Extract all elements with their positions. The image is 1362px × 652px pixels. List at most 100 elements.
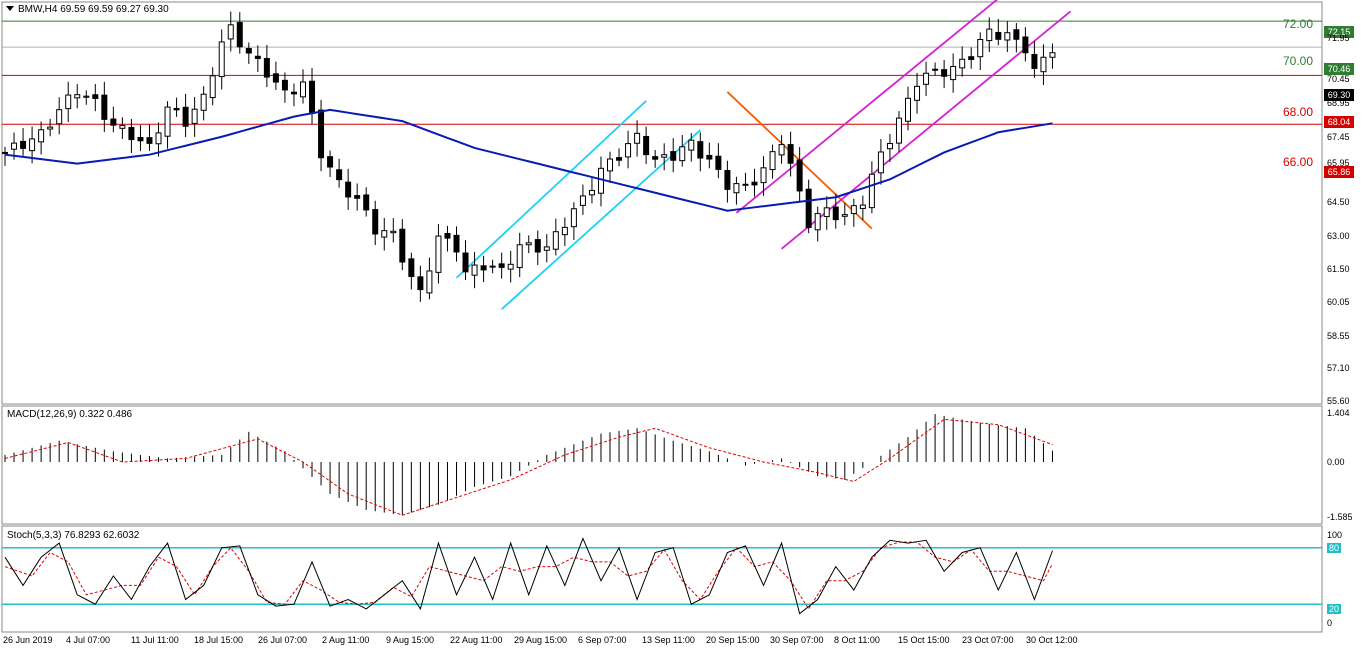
level-label-66: 66.00: [1283, 155, 1314, 169]
candle-body: [634, 132, 641, 144]
candle-body: [399, 228, 406, 263]
price-tag-current: 69.30: [1324, 89, 1354, 101]
candle-body: [570, 208, 577, 228]
candle-body: [137, 137, 144, 142]
candle-body: [218, 41, 225, 78]
candle-body: [932, 68, 939, 71]
x-tick: 18 Jul 15:00: [194, 635, 244, 645]
x-tick: 22 Aug 11:00: [450, 635, 503, 645]
candle-body: [886, 142, 893, 150]
candle-body: [670, 151, 677, 161]
moving-average: [4, 108, 1053, 212]
candle-body: [579, 195, 586, 206]
candle-body: [182, 106, 189, 127]
candle-body: [805, 188, 812, 228]
candle-body: [336, 169, 343, 181]
candle-body: [381, 230, 388, 238]
candle-body: [236, 22, 243, 48]
x-tick: 9 Aug 15:00: [386, 635, 435, 645]
candle-body: [859, 204, 866, 209]
cyan-trendline: [455, 100, 647, 279]
x-tick: 30 Sep 07:00: [770, 635, 824, 645]
candle-body: [588, 189, 595, 196]
candle-body: [543, 246, 550, 251]
candle-body: [480, 265, 487, 271]
stoch-signal-line: [4, 541, 1053, 610]
candle-body: [2, 151, 8, 154]
stochastic-lines: [4, 537, 1053, 615]
candle-body: [489, 265, 496, 268]
candle-body: [101, 94, 108, 120]
candle-body: [435, 235, 442, 273]
candle-body: [914, 85, 921, 101]
candle-body: [516, 244, 523, 269]
candle-body: [1004, 32, 1011, 41]
candle-body: [796, 159, 803, 192]
price-tag-72.15: 72.15: [1324, 26, 1354, 38]
candle-body: [877, 151, 884, 174]
candle-body: [209, 75, 216, 99]
candle-body: [895, 117, 902, 144]
y-tick: 61.50: [1327, 264, 1350, 274]
candle-body: [227, 24, 234, 40]
candle-body: [309, 80, 316, 114]
candle-body: [281, 79, 288, 91]
candle-body: [444, 233, 451, 239]
stoch-y-tick: 20: [1327, 604, 1342, 614]
candle-body: [1022, 36, 1029, 54]
y-tick: 55.60: [1327, 396, 1350, 406]
candle-body: [263, 57, 270, 78]
candle-body: [1049, 52, 1056, 58]
candle-body: [119, 124, 126, 129]
candle-body: [607, 158, 614, 172]
candle-body: [534, 239, 541, 253]
stoch-header: Stoch(5,3,3) 76.8293 62.6032: [7, 530, 140, 541]
candle-body: [742, 183, 749, 186]
candle-body: [706, 154, 713, 160]
candle-body: [453, 234, 460, 253]
candle-body: [354, 195, 361, 199]
x-tick: 6 Sep 07:00: [578, 635, 627, 645]
price-tag-68.04: 68.04: [1324, 116, 1354, 128]
symbol-header[interactable]: BMW,H4 69.59 69.59 69.27 69.30: [6, 4, 169, 15]
candle-body: [661, 154, 668, 158]
candle-body: [254, 55, 261, 59]
y-tick: 60.05: [1327, 297, 1350, 307]
y-tick: 65.95: [1327, 158, 1350, 168]
candle-body: [841, 214, 848, 217]
candle-body: [760, 167, 767, 184]
macd-header: MACD(12,26,9) 0.322 0.486: [7, 409, 133, 420]
candle-body: [173, 107, 180, 111]
candle-body: [507, 263, 514, 270]
candle-body: [1013, 29, 1020, 40]
x-tick: 26 Jul 07:00: [258, 635, 308, 645]
candle-body: [977, 38, 984, 58]
magenta-trendline: [781, 10, 1072, 250]
candle-body: [56, 109, 63, 125]
stoch-panel-frame: [1, 525, 1323, 633]
candle-body: [787, 144, 794, 164]
x-tick: 15 Oct 15:00: [898, 635, 950, 645]
candle-body: [679, 146, 686, 162]
candle-body: [751, 181, 758, 186]
candle-body: [290, 91, 297, 95]
price-tag-70.46: 70.46: [1324, 63, 1354, 75]
candle-body: [299, 81, 306, 98]
candle-body: [200, 93, 207, 111]
dropdown-triangle-icon: [6, 6, 14, 11]
candle-body: [164, 106, 171, 137]
y-tick: 64.50: [1327, 197, 1350, 207]
candle-body: [1040, 56, 1047, 73]
y-tick: 68.95: [1327, 98, 1350, 108]
candle-body: [47, 126, 54, 130]
macd-histogram: [4, 414, 1053, 516]
candle-body: [110, 118, 117, 126]
level-label-68: 68.00: [1283, 105, 1314, 119]
candle-body: [390, 230, 397, 234]
candle-body: [814, 213, 821, 231]
horizontal-levels: [2, 20, 1322, 605]
price-tag-65.86: 65.86: [1324, 166, 1354, 178]
candle-body: [597, 167, 604, 194]
stoch-y-tick: 100: [1327, 530, 1343, 540]
y-tick: 70.45: [1327, 74, 1350, 84]
